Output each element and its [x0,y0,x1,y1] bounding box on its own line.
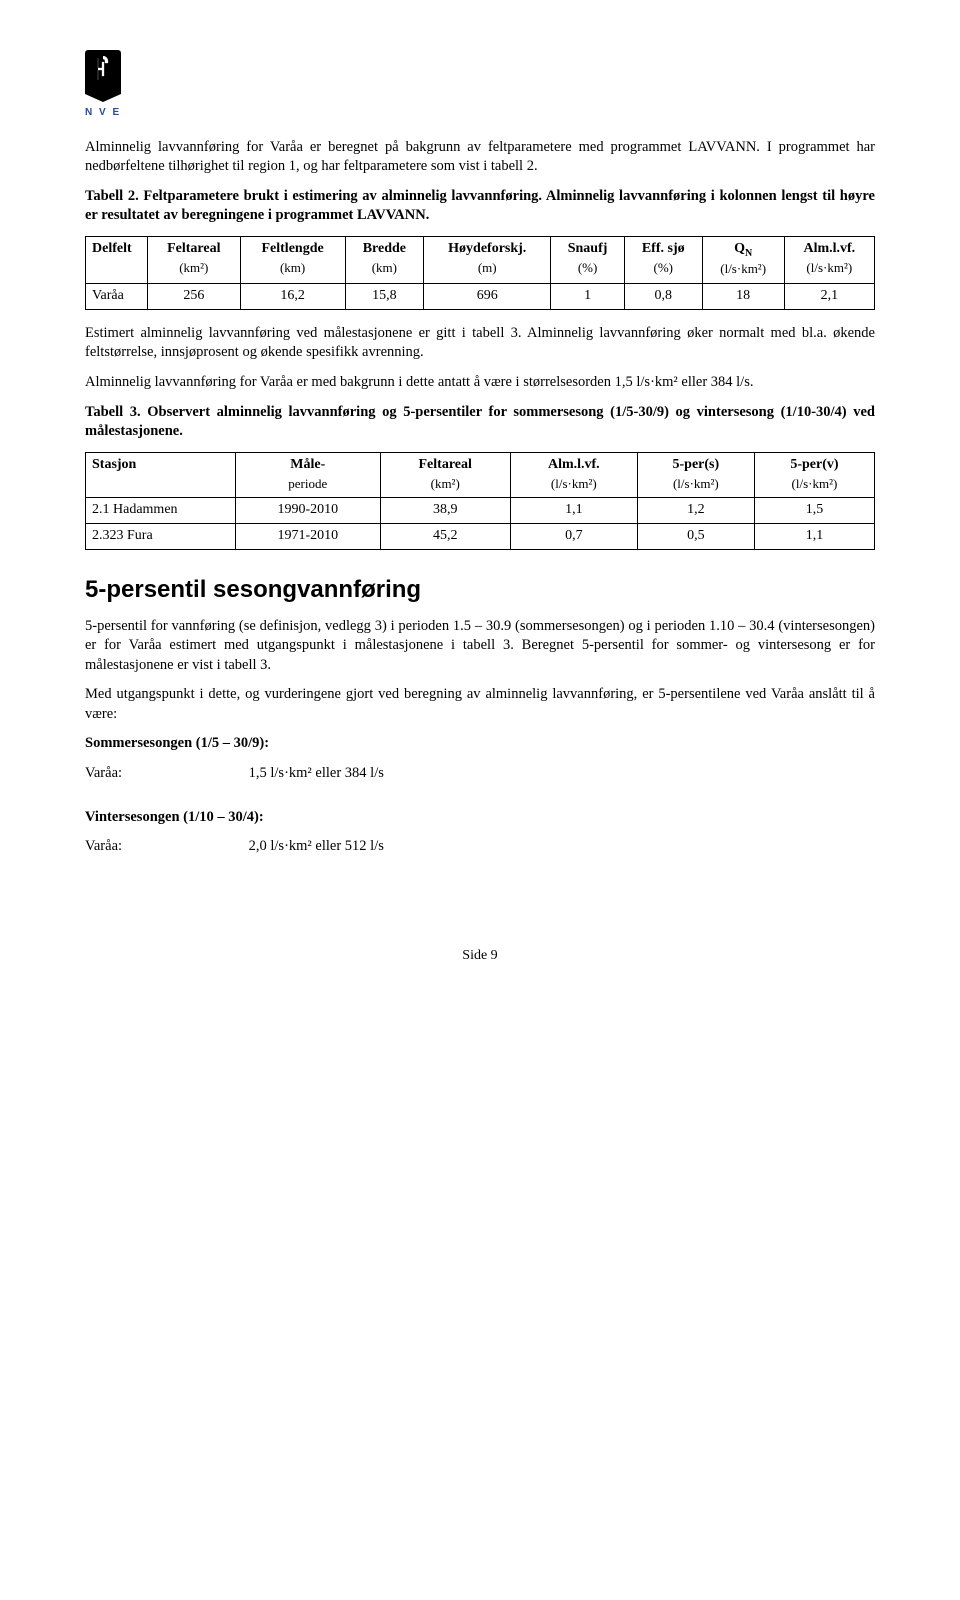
logo-text: N V E [85,106,875,120]
th-qn: QN(l/s·km²) [702,236,784,283]
winter-title: Vintersesongen (1/10 – 30/4): [85,808,875,828]
th-delfelt: Delfelt [86,236,148,283]
table-row: Varåa 256 16,2 15,8 696 1 0,8 18 2,1 [86,283,875,309]
th-stasjon: Stasjon [86,452,236,498]
th-maleperiode: Måle-periode [236,452,381,498]
th-effsjo: Eff. sjø(%) [624,236,702,283]
cell: 696 [424,283,551,309]
cell: 45,2 [380,524,510,550]
cell: 2.323 Fura [86,524,236,550]
table-observert: Stasjon Måle-periode Feltareal(km²) Alm.… [85,452,875,551]
paragraph-5per-def: 5-persentil for vannføring (se definisjo… [85,617,875,676]
heading-5persentil: 5-persentil sesongvannføring [85,574,875,606]
paragraph-intro: Alminnelig lavvannføring for Varåa er be… [85,138,875,177]
table-row: 2.323 Fura 1971-2010 45,2 0,7 0,5 1,1 [86,524,875,550]
cell: 1 [551,283,625,309]
summer-value: 1,5 l/s·km² eller 384 l/s [249,765,384,781]
paragraph-result: Alminnelig lavvannføring for Varåa er me… [85,373,875,393]
paragraph-estimate: Estimert alminnelig lavvannføring ved må… [85,324,875,363]
table2-caption: Tabell 2. Feltparametere brukt i estimer… [85,187,875,226]
th-snaufj: Snaufj(%) [551,236,625,283]
cell: 18 [702,283,784,309]
summer-line: Varåa: 1,5 l/s·km² eller 384 l/s [85,764,875,784]
cell: 2,1 [784,283,874,309]
table3-caption: Tabell 3. Observert alminnelig lavvannfø… [85,403,875,442]
th-feltareal: Feltareal(km²) [148,236,241,283]
cell: 256 [148,283,241,309]
table-header-row: Delfelt Feltareal(km²) Feltlengde(km) Br… [86,236,875,283]
cell: 0,8 [624,283,702,309]
cell: 15,8 [345,283,424,309]
cell: 1,5 [754,498,874,524]
winter-line: Varåa: 2,0 l/s·km² eller 512 l/s [85,837,875,857]
paragraph-5per-result: Med utgangspunkt i dette, og vurderingen… [85,685,875,724]
logo-shield-icon [85,50,121,94]
summer-title: Sommersesongen (1/5 – 30/9): [85,734,875,754]
table-header-row: Stasjon Måle-periode Feltareal(km²) Alm.… [86,452,875,498]
th-5pers: 5-per(s)(l/s·km²) [637,452,754,498]
cell: 1,1 [510,498,637,524]
cell: 0,5 [637,524,754,550]
cell: 1971-2010 [236,524,381,550]
summer-label: Varåa: [85,764,245,784]
cell: 1990-2010 [236,498,381,524]
logo-block: N V E [85,50,875,120]
th-feltlengde: Feltlengde(km) [240,236,345,283]
th-hoydeforskj: Høydeforskj.(m) [424,236,551,283]
cell: 38,9 [380,498,510,524]
table-feltparametere: Delfelt Feltareal(km²) Feltlengde(km) Br… [85,236,875,310]
cell: 2.1 Hadammen [86,498,236,524]
winter-value: 2,0 l/s·km² eller 512 l/s [249,838,384,854]
th-bredde: Bredde(km) [345,236,424,283]
th-5perv: 5-per(v)(l/s·km²) [754,452,874,498]
winter-label: Varåa: [85,837,245,857]
page-footer: Side 9 [85,947,875,966]
table-row: 2.1 Hadammen 1990-2010 38,9 1,1 1,2 1,5 [86,498,875,524]
cell: Varåa [86,283,148,309]
cell: 16,2 [240,283,345,309]
th-feltareal2: Feltareal(km²) [380,452,510,498]
cell: 0,7 [510,524,637,550]
cell: 1,2 [637,498,754,524]
cell: 1,1 [754,524,874,550]
th-almlvf: Alm.l.vf.(l/s·km²) [784,236,874,283]
th-almlvf2: Alm.l.vf.(l/s·km²) [510,452,637,498]
